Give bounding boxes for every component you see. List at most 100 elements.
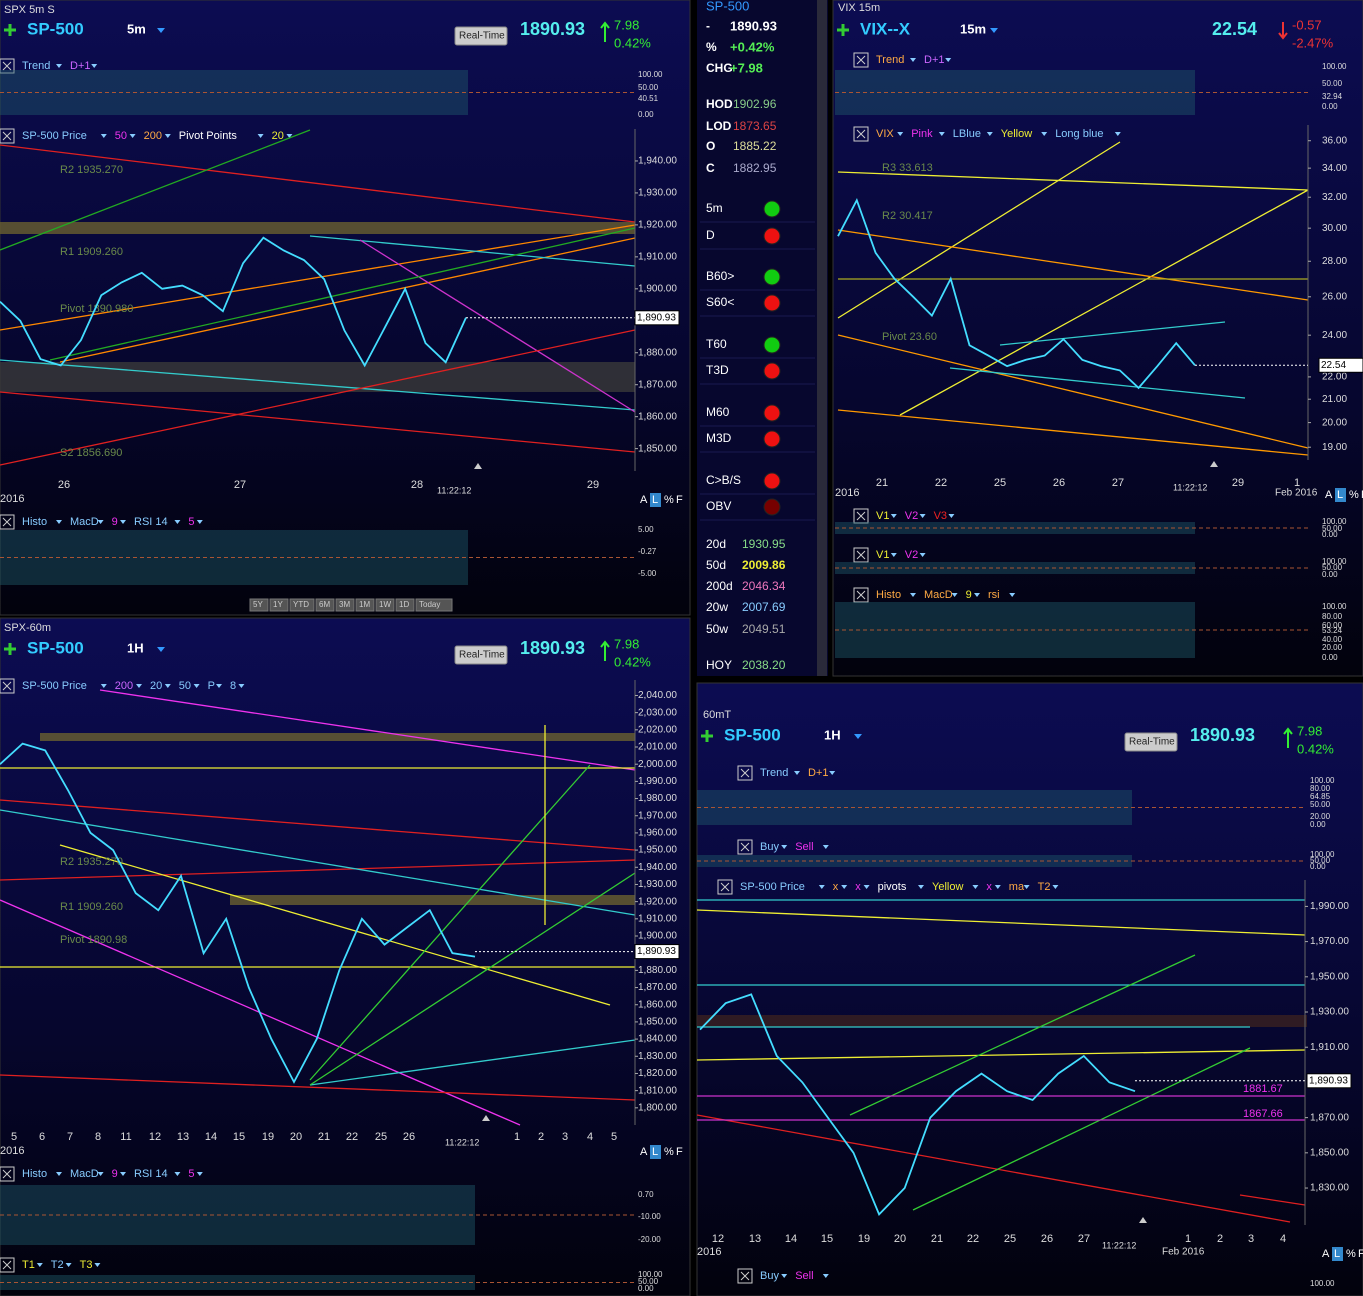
close-x[interactable] (2, 681, 12, 691)
study-label[interactable]: V2 (905, 510, 918, 522)
study-label[interactable]: V3 (934, 510, 947, 522)
study-label[interactable]: RSI 14 (134, 1168, 168, 1180)
scale-button[interactable]: F (676, 1146, 683, 1158)
range-button-label[interactable]: 6M (319, 600, 330, 609)
range-button[interactable] (335, 598, 355, 612)
realtime-button[interactable] (454, 26, 508, 46)
study-label[interactable]: Yellow (932, 881, 963, 893)
close-x[interactable] (740, 768, 750, 778)
realtime-label[interactable]: Real-Time (1129, 737, 1175, 748)
close-box[interactable] (737, 839, 753, 855)
study-label[interactable]: 200 (115, 680, 133, 692)
study-label[interactable]: Sell (795, 841, 813, 853)
study-label[interactable]: SP-500 Price (22, 130, 87, 142)
study-label[interactable]: Buy (760, 1270, 779, 1282)
range-button-label[interactable]: 1W (379, 600, 391, 609)
study-label[interactable]: MacD (70, 516, 99, 528)
range-button-label[interactable]: 1M (359, 600, 370, 609)
scale-button[interactable]: A (1325, 489, 1333, 501)
range-button[interactable] (355, 598, 375, 612)
study-label[interactable]: x (833, 881, 839, 893)
study-label[interactable]: RSI 14 (134, 516, 168, 528)
range-button[interactable] (269, 598, 289, 612)
study-label[interactable]: Histo (22, 1168, 47, 1180)
study-label[interactable]: 20 (272, 130, 284, 142)
scale-button[interactable]: F (676, 494, 683, 506)
range-button-label[interactable]: YTD (293, 600, 309, 609)
close-box[interactable] (0, 1257, 15, 1273)
range-button-label[interactable]: 1Y (273, 600, 283, 609)
study-label[interactable]: MacD (70, 1168, 99, 1180)
study-label[interactable]: 9 (112, 1168, 118, 1180)
study-label[interactable]: Trend (876, 54, 904, 66)
scale-button[interactable]: L (1334, 1248, 1340, 1260)
study-label[interactable]: LBlue (953, 128, 981, 140)
close-box[interactable] (0, 128, 15, 144)
close-x[interactable] (740, 1271, 750, 1281)
study-label[interactable]: D+1 (70, 60, 91, 72)
close-box[interactable] (853, 587, 869, 603)
study-label[interactable]: Sell (795, 1270, 813, 1282)
close-box[interactable] (737, 765, 753, 781)
scale-button[interactable]: A (640, 1146, 648, 1158)
study-label[interactable]: D+1 (808, 767, 829, 779)
study-label[interactable]: T2 (51, 1259, 64, 1271)
study-label[interactable]: D+1 (924, 54, 945, 66)
range-button[interactable] (289, 598, 315, 612)
close-box[interactable] (737, 1268, 753, 1284)
close-box[interactable] (0, 514, 15, 530)
study-label[interactable]: pivots (878, 881, 907, 893)
study-label[interactable]: 8 (230, 680, 236, 692)
study-label[interactable]: 200 (144, 130, 162, 142)
close-x[interactable] (856, 55, 866, 65)
range-button[interactable] (315, 598, 335, 612)
close-x[interactable] (856, 129, 866, 139)
realtime-button[interactable] (1124, 732, 1178, 752)
scale-button[interactable]: A (1322, 1248, 1330, 1260)
study-label[interactable]: Histo (876, 589, 901, 601)
realtime-label[interactable]: Real-Time (459, 650, 505, 661)
study-label[interactable]: Yellow (1001, 128, 1032, 140)
range-button[interactable] (375, 598, 395, 612)
study-label[interactable]: SP-500 Price (740, 881, 805, 893)
scale-button[interactable]: A (640, 494, 648, 506)
study-label[interactable]: 50 (115, 130, 127, 142)
close-x[interactable] (856, 590, 866, 600)
scale-button[interactable]: L (652, 494, 658, 506)
study-label[interactable]: T2 (1038, 881, 1051, 893)
realtime-label[interactable]: Real-Time (459, 31, 505, 42)
range-button-label[interactable]: Today (419, 600, 440, 609)
close-box[interactable] (0, 678, 15, 694)
study-label[interactable]: MacD (924, 589, 953, 601)
study-label[interactable]: Pivot Points (179, 130, 238, 142)
scale-button[interactable]: F (1361, 489, 1363, 501)
scale-button-bg[interactable] (650, 1145, 661, 1159)
close-x[interactable] (2, 61, 12, 71)
study-label[interactable]: Buy (760, 841, 779, 853)
scale-button-bg[interactable] (650, 493, 661, 507)
study-label[interactable]: 50 (179, 680, 191, 692)
close-x[interactable] (720, 882, 730, 892)
range-button-label[interactable]: 5Y (253, 600, 263, 609)
study-label[interactable]: 5 (188, 516, 194, 528)
close-x[interactable] (856, 511, 866, 521)
study-label[interactable]: VIX (876, 128, 894, 140)
study-label[interactable]: T1 (22, 1259, 35, 1271)
close-x[interactable] (856, 550, 866, 560)
scale-button-bg[interactable] (1335, 488, 1346, 502)
realtime-button[interactable] (454, 645, 508, 665)
range-button[interactable] (395, 598, 415, 612)
close-x[interactable] (740, 842, 750, 852)
study-label[interactable]: SP-500 Price (22, 680, 87, 692)
close-box[interactable] (853, 52, 869, 68)
close-x[interactable] (2, 131, 12, 141)
close-box[interactable] (853, 126, 869, 142)
close-box[interactable] (853, 508, 869, 524)
range-button[interactable] (249, 598, 269, 612)
study-label[interactable]: P (208, 680, 215, 692)
close-box[interactable] (0, 1166, 15, 1182)
study-label[interactable]: Long blue (1055, 128, 1103, 140)
scale-button[interactable]: % (664, 1146, 674, 1158)
close-x[interactable] (2, 517, 12, 527)
range-button[interactable] (415, 598, 453, 612)
